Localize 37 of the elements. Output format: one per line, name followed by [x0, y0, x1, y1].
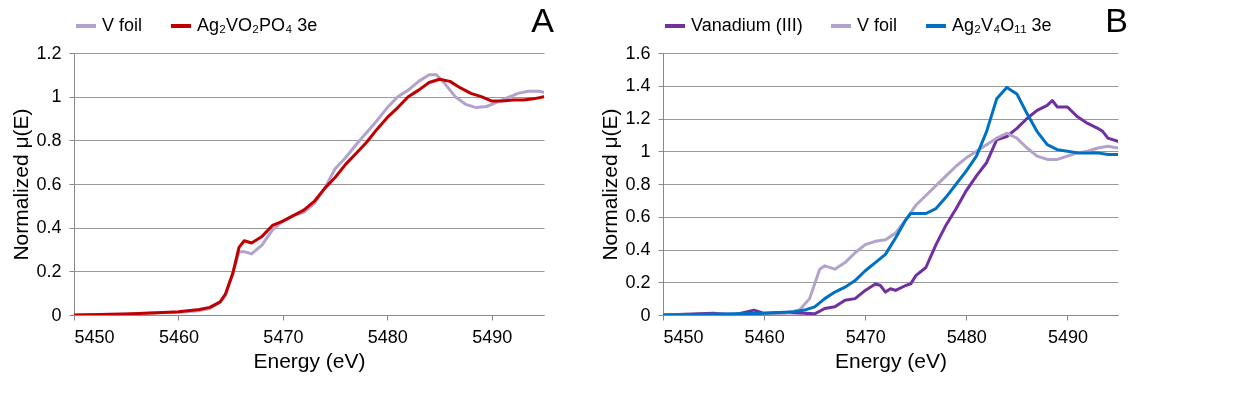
y-tick-label: 0.6	[625, 206, 651, 227]
y-tick-label: 0.6	[36, 173, 62, 194]
y-tick-label: 0.2	[36, 260, 62, 281]
legend-label: Vanadium (III)	[691, 15, 803, 35]
y-tick-label: 0.4	[36, 217, 62, 238]
y-axis-title: Normalized μ(E)	[598, 108, 622, 261]
y-tick-label: 0.4	[625, 239, 651, 259]
x-axis-title: Energy (eV)	[253, 348, 366, 372]
x-tick-label: 5480	[367, 326, 408, 347]
text: B	[1105, 1, 1128, 39]
x-tick-label: 5470	[845, 326, 886, 347]
x-tick-label: 5460	[744, 326, 785, 347]
y-tick-label: 1.4	[625, 75, 651, 96]
x-tick-label: 5490	[1047, 326, 1088, 347]
x-tick-label: 5470	[263, 326, 304, 347]
y-tick-label: 1.2	[625, 108, 651, 128]
y-tick-label: 0	[640, 304, 651, 325]
legend-label: Ag₂VO₂PO₄ 3e	[197, 15, 318, 35]
text: A	[531, 1, 555, 39]
y-tick-label: 1.2	[36, 42, 62, 63]
x-axis-title: Energy (eV)	[834, 348, 948, 372]
y-tick-label: 0.2	[625, 271, 651, 292]
legend-label: V foil	[857, 15, 898, 35]
legend-label: Ag₂V₄O₁₁ 3e	[952, 15, 1052, 35]
y-tick-label: 1	[640, 140, 651, 161]
y-tick-label: 1	[51, 86, 62, 107]
x-tick-label: 5450	[74, 326, 115, 347]
y-tick-label: 0.8	[36, 129, 62, 150]
legend-label: V foil	[102, 15, 143, 35]
x-tick-label: 5450	[663, 326, 704, 347]
x-tick-label: 5480	[946, 326, 987, 347]
x-tick-label: 5490	[472, 326, 513, 347]
y-tick-label: 0.8	[625, 173, 651, 194]
y-tick-label: 0	[51, 304, 62, 325]
y-axis-title: Normalized μ(E)	[9, 108, 33, 261]
x-tick-label: 5460	[158, 326, 199, 347]
y-tick-label: 1.6	[625, 42, 651, 63]
